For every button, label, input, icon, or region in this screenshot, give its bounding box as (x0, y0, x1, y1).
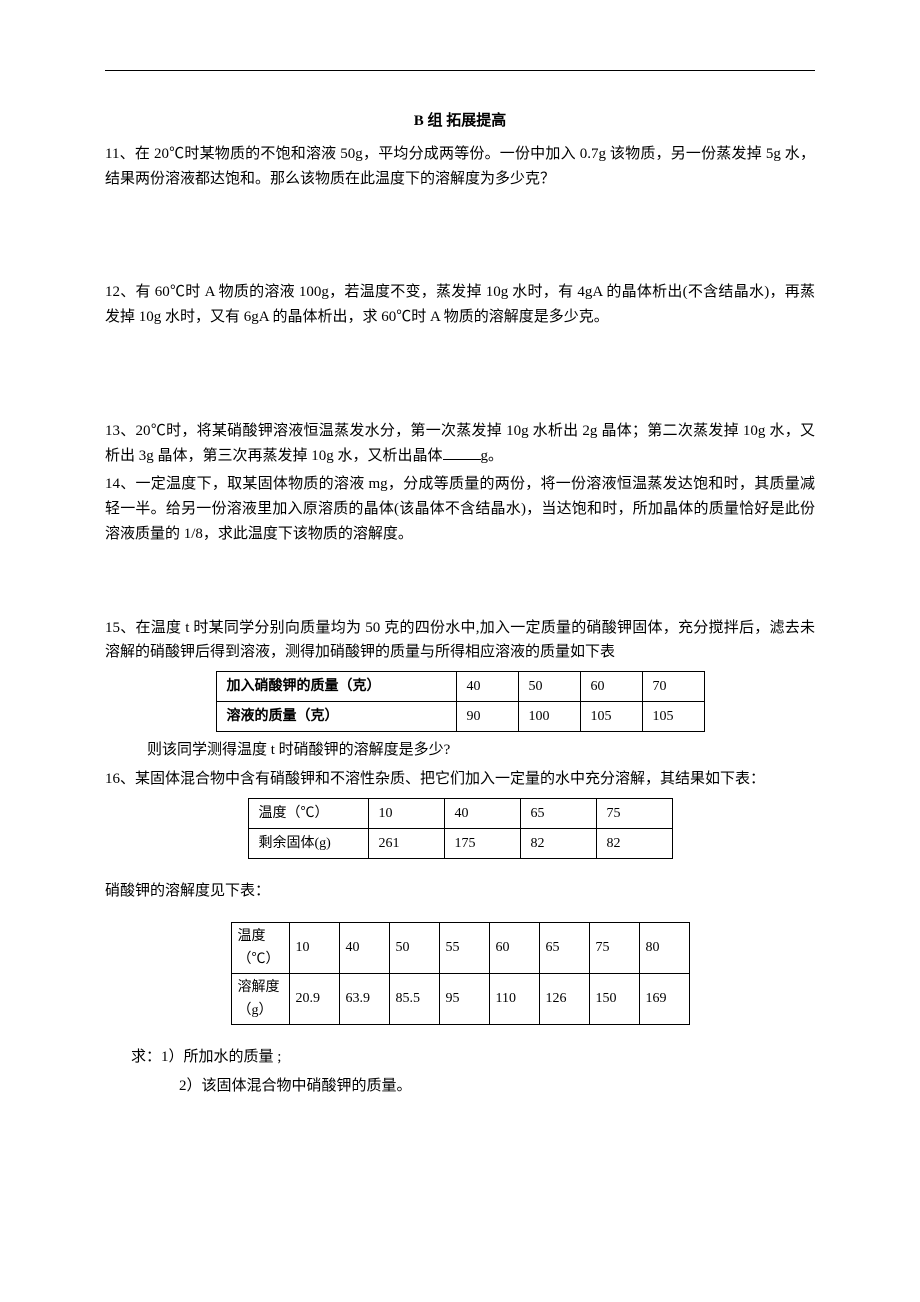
question-13: 13、20℃时，将某硝酸钾溶液恒温蒸发水分，第一次蒸发掉 10g 水析出 2g … (105, 419, 815, 469)
question-16-intro: 16、某固体混合物中含有硝酸钾和不溶性杂质、把它们加入一定量的水中充分溶解，其结… (105, 767, 815, 792)
table-1-wrap: 加入硝酸钾的质量（克） 40 50 60 70 溶液的质量（克） 90 100 … (105, 671, 815, 732)
table-cell: 50 (518, 672, 580, 702)
table-cell: 加入硝酸钾的质量（克） (216, 672, 456, 702)
table-cell: 90 (456, 702, 518, 732)
table-cell: 溶解度（g） (231, 973, 289, 1024)
table-cell: 85.5 (389, 973, 439, 1024)
table-cell: 60 (489, 922, 539, 973)
table-cell: 175 (444, 828, 520, 858)
table-row: 加入硝酸钾的质量（克） 40 50 60 70 (216, 672, 704, 702)
table-cell: 温度（℃） (248, 798, 368, 828)
question-15-follow: 则该同学测得温度 t 时硝酸钾的溶解度是多少? (105, 738, 815, 763)
table-cell: 65 (520, 798, 596, 828)
question-12: 12、有 60℃时 A 物质的溶液 100g，若温度不变，蒸发掉 10g 水时，… (105, 280, 815, 330)
table-cell: 63.9 (339, 973, 389, 1024)
spacer (105, 551, 815, 616)
table-cell: 60 (580, 672, 642, 702)
fill-blank (443, 445, 481, 460)
question-14: 14、一定温度下，取某固体物质的溶液 mg，分成等质量的两份，将一份溶液恒温蒸发… (105, 472, 815, 546)
spacer (105, 865, 815, 879)
table-cell: 70 (642, 672, 704, 702)
question-16-ask1: 求：1）所加水的质量 ; (105, 1045, 815, 1070)
table-1: 加入硝酸钾的质量（克） 40 50 60 70 溶液的质量（克） 90 100 … (216, 671, 705, 732)
question-16-mid: 硝酸钾的溶解度见下表： (105, 879, 815, 904)
table-cell: 169 (639, 973, 689, 1024)
header-rule (105, 70, 815, 71)
spacer (105, 334, 815, 419)
table-cell: 95 (439, 973, 489, 1024)
table-cell: 溶液的质量（克） (216, 702, 456, 732)
table-cell: 55 (439, 922, 489, 973)
table-3-wrap: 温度（℃） 10 40 50 55 60 65 75 80 溶解度（g） 20.… (105, 922, 815, 1025)
table-cell: 150 (589, 973, 639, 1024)
question-16-ask2: 2）该固体混合物中硝酸钾的质量。 (105, 1074, 815, 1099)
table-cell: 105 (642, 702, 704, 732)
table-cell: 10 (289, 922, 339, 973)
table-cell: 75 (596, 798, 672, 828)
table-row: 温度（℃） 10 40 65 75 (248, 798, 672, 828)
table-cell: 10 (368, 798, 444, 828)
table-cell: 65 (539, 922, 589, 973)
table-row: 剩余固体(g) 261 175 82 82 (248, 828, 672, 858)
table-cell: 40 (456, 672, 518, 702)
table-row: 溶液的质量（克） 90 100 105 105 (216, 702, 704, 732)
spacer (105, 908, 815, 916)
section-title: B 组 拓展提高 (105, 109, 815, 134)
table-row: 溶解度（g） 20.9 63.9 85.5 95 110 126 150 169 (231, 973, 689, 1024)
q13-text-b: g。 (481, 448, 504, 464)
table-cell: 82 (596, 828, 672, 858)
table-2: 温度（℃） 10 40 65 75 剩余固体(g) 261 175 82 82 (248, 798, 673, 859)
table-row: 温度（℃） 10 40 50 55 60 65 75 80 (231, 922, 689, 973)
table-cell: 温度（℃） (231, 922, 289, 973)
table-3: 温度（℃） 10 40 50 55 60 65 75 80 溶解度（g） 20.… (231, 922, 690, 1025)
table-cell: 40 (444, 798, 520, 828)
table-cell: 105 (580, 702, 642, 732)
table-2-wrap: 温度（℃） 10 40 65 75 剩余固体(g) 261 175 82 82 (105, 798, 815, 859)
table-cell: 50 (389, 922, 439, 973)
question-15-intro: 15、在温度 t 时某同学分别向质量均为 50 克的四份水中,加入一定质量的硝酸… (105, 616, 815, 666)
table-cell: 40 (339, 922, 389, 973)
table-cell: 75 (589, 922, 639, 973)
table-cell: 82 (520, 828, 596, 858)
spacer (105, 1031, 815, 1045)
table-cell: 110 (489, 973, 539, 1024)
table-cell: 126 (539, 973, 589, 1024)
table-cell: 100 (518, 702, 580, 732)
table-cell: 剩余固体(g) (248, 828, 368, 858)
question-11: 11、在 20℃时某物质的不饱和溶液 50g，平均分成两等份。一份中加入 0.7… (105, 142, 815, 192)
table-cell: 80 (639, 922, 689, 973)
table-cell: 20.9 (289, 973, 339, 1024)
q16-intro-text: 16、某固体混合物中含有硝酸钾和不溶性杂质、把它们加入一定量的水中充分溶解，其结… (105, 771, 765, 787)
table-cell: 261 (368, 828, 444, 858)
spacer (105, 195, 815, 280)
